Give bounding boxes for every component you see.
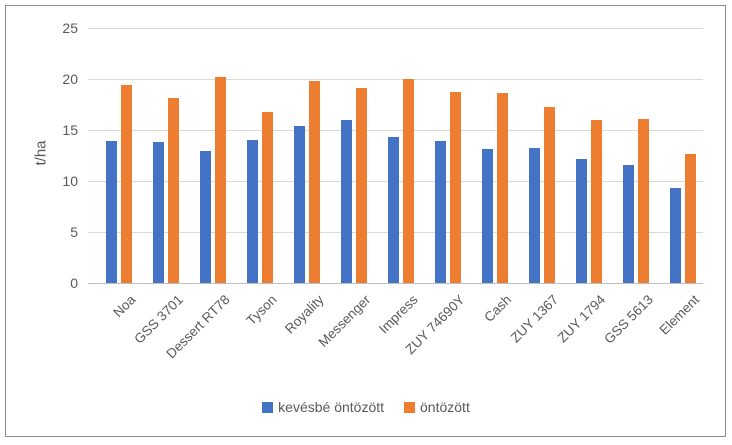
bar-kevesbe-ontozott xyxy=(435,141,446,283)
y-tick-label: 10 xyxy=(62,173,78,189)
bar-ontozott xyxy=(497,93,508,283)
bar-ontozott xyxy=(591,119,602,283)
x-category-label: GSS 5613 xyxy=(600,292,656,347)
bar-kevesbe-ontozott xyxy=(200,151,211,283)
x-category-label: ZUY 1794 xyxy=(555,292,609,346)
gridline xyxy=(88,79,703,80)
legend-swatch-icon xyxy=(404,401,416,413)
bar-kevesbe-ontozott xyxy=(623,164,634,283)
x-category-label: Impress xyxy=(376,292,421,337)
bar-ontozott xyxy=(403,79,414,283)
gridline xyxy=(88,28,703,29)
x-category-label: Cash xyxy=(481,292,515,325)
bar-kevesbe-ontozott xyxy=(294,125,305,283)
x-category-label: ZUY 1367 xyxy=(508,292,562,346)
bar-kevesbe-ontozott xyxy=(388,137,399,283)
y-tick-label: 15 xyxy=(62,122,78,138)
gridline xyxy=(88,130,703,131)
legend-swatch-icon xyxy=(262,401,274,413)
bar-kevesbe-ontozott xyxy=(482,149,493,283)
legend-item: öntözött xyxy=(404,399,470,415)
x-category-label: Element xyxy=(656,292,703,338)
bar-ontozott xyxy=(356,88,367,283)
x-axis-line xyxy=(88,283,703,284)
x-category-label: Tyson xyxy=(243,292,280,329)
legend-item: kevésbé öntözött xyxy=(262,399,384,415)
x-category-label: Royality xyxy=(282,292,327,337)
bar-ontozott xyxy=(262,111,273,283)
y-tick-label: 0 xyxy=(70,275,78,291)
bar-ontozott xyxy=(215,76,226,283)
y-tick-label: 25 xyxy=(62,20,78,36)
bar-ontozott xyxy=(450,92,461,283)
legend: kevésbé öntözött öntözött xyxy=(0,399,732,415)
bar-ontozott xyxy=(638,118,649,283)
bar-ontozott xyxy=(685,154,696,283)
legend-label: kevésbé öntözött xyxy=(278,399,385,415)
bar-kevesbe-ontozott xyxy=(576,158,587,283)
x-category-label: Noa xyxy=(110,292,139,321)
bar-kevesbe-ontozott xyxy=(153,142,164,283)
bar-kevesbe-ontozott xyxy=(106,141,117,283)
legend-label: öntözött xyxy=(420,399,470,415)
y-tick-label: 20 xyxy=(62,71,78,87)
bar-ontozott xyxy=(168,98,179,283)
y-tick-label: 5 xyxy=(70,224,78,240)
bar-kevesbe-ontozott xyxy=(247,140,258,283)
bar-kevesbe-ontozott xyxy=(529,148,540,283)
bar-ontozott xyxy=(544,106,555,283)
bar-kevesbe-ontozott xyxy=(670,188,681,283)
bar-kevesbe-ontozott xyxy=(341,119,352,283)
bar-ontozott xyxy=(309,81,320,283)
bar-ontozott xyxy=(121,85,132,283)
